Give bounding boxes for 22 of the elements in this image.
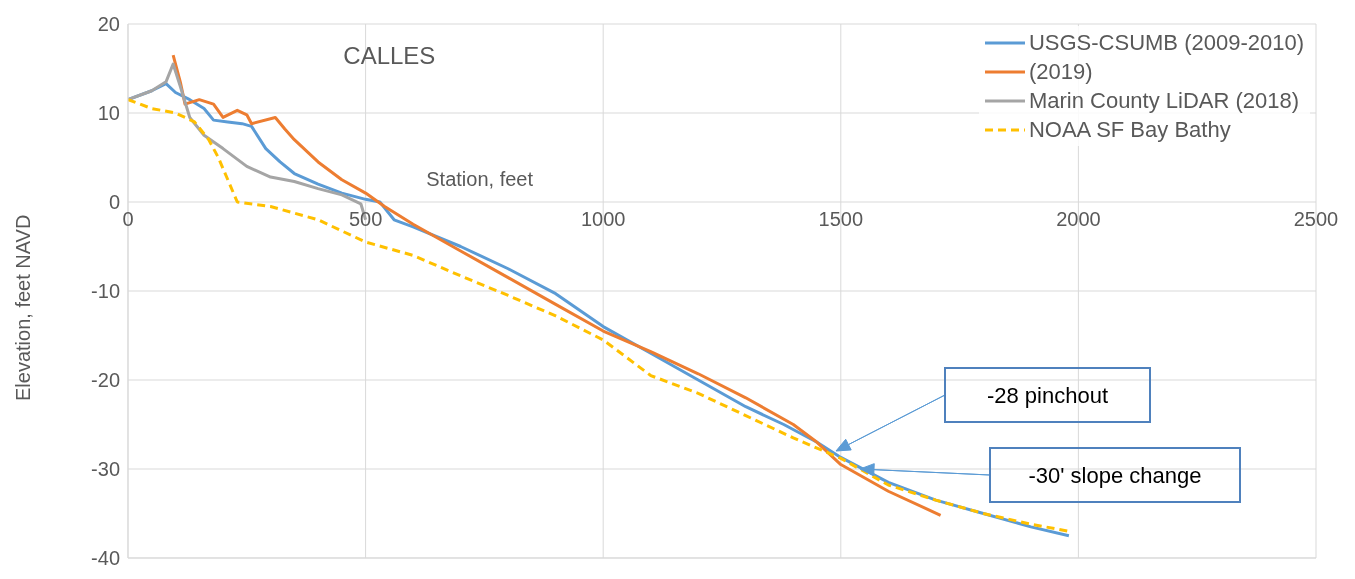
y-tick-label: 20 xyxy=(97,13,120,36)
legend-label: Marin County LiDAR (2018) xyxy=(1028,87,1300,115)
annotation: -28 pinchout xyxy=(986,383,1109,408)
x-tick-label: 2500 xyxy=(1293,208,1339,230)
annotation: -30' slope change xyxy=(1028,463,1202,488)
y-tick-label: -10 xyxy=(91,280,120,303)
y-tick-label: -20 xyxy=(91,369,120,392)
x-tick-label: 1500 xyxy=(818,208,864,230)
x-tick-label: 1000 xyxy=(580,208,626,230)
x-axis-title: Station, feet xyxy=(426,168,534,190)
y-tick-label: -30 xyxy=(91,458,120,481)
x-tick-label: 2000 xyxy=(1056,208,1101,230)
y-tick-label: 10 xyxy=(97,102,120,125)
y-axis-title: Elevation, feet NAVD xyxy=(12,214,35,401)
x-tick-label: 500 xyxy=(348,208,383,230)
legend-label: (2019) xyxy=(1028,58,1093,86)
legend-label: USGS-CSUMB (2009-2010) xyxy=(1028,29,1304,57)
y-tick-label: 0 xyxy=(108,191,120,214)
y-tick-label: -40 xyxy=(91,547,120,570)
x-tick-label: 0 xyxy=(122,208,134,230)
legend-label: NOAA SF Bay Bathy xyxy=(1028,116,1231,144)
text: CALLES xyxy=(343,42,436,69)
